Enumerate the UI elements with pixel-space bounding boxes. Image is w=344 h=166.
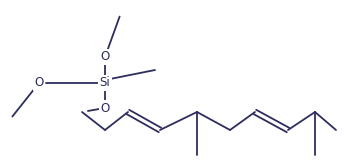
Text: O: O — [100, 101, 110, 115]
Text: O: O — [100, 50, 110, 64]
Text: O: O — [34, 77, 44, 89]
Text: Si: Si — [100, 77, 110, 89]
